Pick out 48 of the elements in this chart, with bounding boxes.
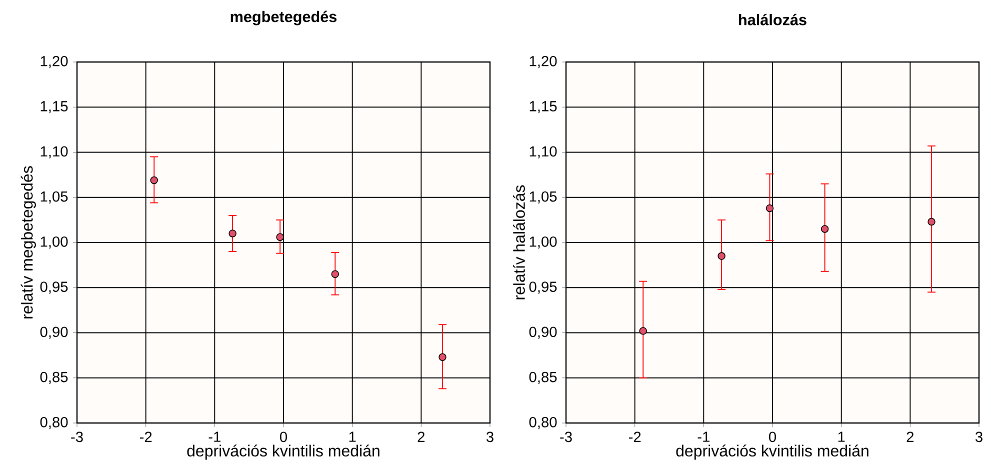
point xyxy=(820,225,829,233)
point xyxy=(228,230,236,238)
x-tick-label: -3 xyxy=(560,432,572,442)
point xyxy=(928,218,936,226)
x-tick-label: -3 xyxy=(71,432,83,442)
point xyxy=(766,204,774,212)
point xyxy=(718,252,726,260)
y-tick-label: 0,95 xyxy=(529,282,557,294)
y-tick-label: 1,05 xyxy=(40,191,68,204)
x-tick-label: 2 xyxy=(418,432,425,442)
x-tick-label: 3 xyxy=(486,432,494,442)
y-tick-label: 1,20 xyxy=(530,56,557,68)
y-tick-label: 0,85 xyxy=(529,372,557,384)
point xyxy=(150,176,158,184)
y-tick-label: 1,10 xyxy=(40,146,68,158)
y-tick-label: 0,95 xyxy=(40,282,68,294)
y-tick-label: 1,00 xyxy=(40,236,68,249)
x-tick-label: -1 xyxy=(698,432,710,442)
x-tick-label: 1 xyxy=(349,432,356,442)
y-tick-label: 0,90 xyxy=(529,326,557,339)
x-tick-label: 1 xyxy=(838,432,845,442)
y-tick-label: 1,05 xyxy=(530,191,557,204)
y-tick-label: 0,90 xyxy=(40,326,68,339)
point xyxy=(639,327,647,335)
y-tick-label: 0,80 xyxy=(40,416,68,430)
x-tick-label: 0 xyxy=(280,432,287,442)
y-tick-label: 1,20 xyxy=(40,56,68,68)
x-axis-title: deprivációs kvintilis medián xyxy=(187,444,380,460)
x-tick-label: -2 xyxy=(628,432,641,442)
point xyxy=(331,270,339,278)
y-axis-title: relatív halálozás xyxy=(513,185,525,300)
chart-title: megbetegedés xyxy=(230,10,337,26)
y-tick-label: 1,15 xyxy=(530,101,557,114)
y-tick-label: 0,85 xyxy=(40,372,68,384)
point xyxy=(276,233,284,241)
x-tick-label: -2 xyxy=(140,432,152,442)
x-tick-label: 2 xyxy=(906,432,914,442)
y-tick-label: 1,15 xyxy=(40,101,68,114)
x-tick-label: 0 xyxy=(768,432,776,442)
y-tick-label: 1,00 xyxy=(530,236,557,249)
point xyxy=(438,353,446,361)
y-axis-title: relatív megbetegedés xyxy=(20,166,36,318)
x-axis-title: deprivációs kvintilis medián xyxy=(676,444,868,460)
y-tick-label: 0,80 xyxy=(529,416,557,430)
x-tick-label: 3 xyxy=(975,432,982,442)
chart-title: halálozás xyxy=(739,14,806,26)
x-tick-label: -1 xyxy=(208,432,220,442)
y-tick-label: 1,10 xyxy=(530,146,557,158)
